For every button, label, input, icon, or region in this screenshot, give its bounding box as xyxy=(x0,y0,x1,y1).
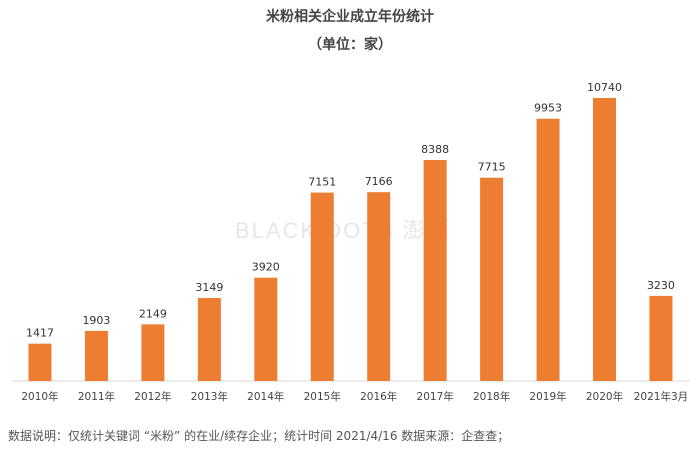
chart-title: 米粉相关企业成立年份统计 xyxy=(266,9,434,25)
data-label: 7151 xyxy=(308,176,336,189)
bar xyxy=(536,118,560,382)
data-label: 1417 xyxy=(26,327,54,340)
bar xyxy=(254,277,278,381)
data-label: 2149 xyxy=(139,307,167,320)
x-tick-label: 2021年3月 xyxy=(634,390,688,403)
data-label: 10740 xyxy=(587,81,622,94)
data-label: 3920 xyxy=(252,261,280,274)
x-tick-label: 2015年 xyxy=(304,390,341,403)
x-tick-label: 2011年 xyxy=(78,390,115,403)
x-tick-label: 2014年 xyxy=(247,390,284,403)
bar xyxy=(310,192,334,381)
data-label: 8388 xyxy=(421,143,449,156)
watermark-logo: BLACK DOTS 澎湃 xyxy=(235,218,451,243)
chart-subtitle: （单位：家） xyxy=(308,37,392,53)
bar xyxy=(141,324,165,381)
bar xyxy=(28,343,52,381)
x-tick-label: 2017年 xyxy=(417,390,454,403)
x-tick-label: 2019年 xyxy=(529,390,566,403)
data-label: 7715 xyxy=(478,161,506,174)
bar xyxy=(84,330,108,381)
x-tick-label: 2016年 xyxy=(360,390,397,403)
x-tick-label: 2010年 xyxy=(21,390,58,403)
x-tick-label: 2013年 xyxy=(191,390,228,403)
data-label: 3230 xyxy=(647,279,675,292)
data-label: 9953 xyxy=(534,102,562,115)
bar xyxy=(480,177,504,381)
data-label: 1903 xyxy=(82,314,110,327)
bar xyxy=(649,295,673,381)
data-label: 7166 xyxy=(365,175,393,188)
bar xyxy=(593,98,616,381)
x-tick-label: 2018年 xyxy=(473,390,510,403)
data-label: 3149 xyxy=(195,281,223,294)
bar xyxy=(367,192,391,381)
bar xyxy=(197,298,221,381)
x-tick-label: 2020年 xyxy=(586,390,623,403)
footer-note: 数据说明：仅统计关键词 “米粉” 的在业/续存企业；统计时间 2021/4/16… xyxy=(8,429,510,443)
bar xyxy=(423,159,447,381)
bar-chart: 1417 2010年 1903 2011年 2149 2012年 3149 2013年 3920… xyxy=(12,81,690,403)
x-tick-label: 2012年 xyxy=(134,390,171,403)
